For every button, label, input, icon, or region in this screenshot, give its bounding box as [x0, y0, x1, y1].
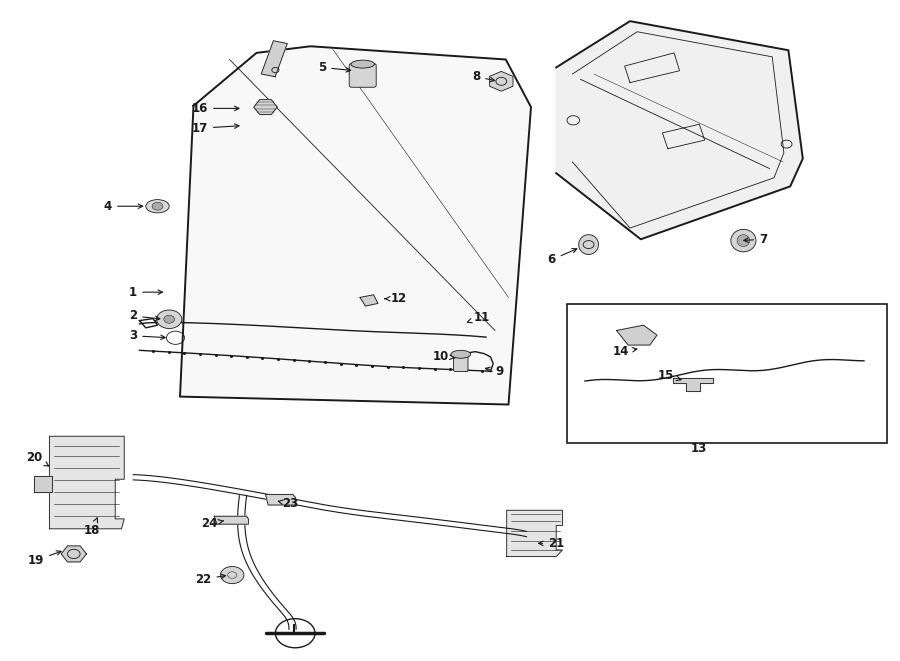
Ellipse shape [737, 235, 750, 247]
Ellipse shape [146, 200, 169, 213]
FancyBboxPatch shape [349, 63, 376, 87]
Text: 9: 9 [485, 365, 504, 378]
Text: 6: 6 [547, 249, 577, 266]
Circle shape [152, 202, 163, 210]
Text: 5: 5 [318, 61, 351, 74]
Polygon shape [673, 378, 713, 391]
FancyBboxPatch shape [454, 356, 468, 371]
Bar [567, 304, 886, 443]
Polygon shape [61, 546, 86, 562]
Circle shape [157, 310, 182, 329]
Polygon shape [360, 295, 378, 306]
Text: 4: 4 [104, 200, 143, 213]
Polygon shape [214, 516, 248, 524]
Text: 8: 8 [472, 70, 495, 83]
Text: 17: 17 [192, 122, 239, 135]
Text: 10: 10 [433, 350, 454, 363]
Ellipse shape [451, 350, 471, 358]
Text: 23: 23 [278, 497, 298, 510]
Ellipse shape [351, 60, 374, 68]
Text: 11: 11 [467, 311, 490, 324]
Polygon shape [616, 325, 657, 345]
Circle shape [164, 315, 175, 323]
Polygon shape [254, 100, 277, 114]
Polygon shape [261, 41, 287, 77]
Text: 3: 3 [129, 329, 166, 342]
Ellipse shape [731, 229, 756, 252]
Polygon shape [507, 510, 562, 557]
Polygon shape [556, 21, 803, 239]
Text: 20: 20 [26, 451, 49, 466]
Text: 2: 2 [129, 309, 160, 323]
Text: 19: 19 [28, 551, 61, 567]
Text: 7: 7 [743, 233, 768, 246]
Text: 12: 12 [385, 292, 407, 305]
Text: 18: 18 [84, 518, 100, 537]
Polygon shape [50, 436, 124, 529]
Polygon shape [266, 494, 295, 505]
Circle shape [220, 566, 244, 584]
Text: 21: 21 [538, 537, 564, 550]
Text: 1: 1 [129, 286, 163, 299]
Text: 24: 24 [202, 517, 223, 530]
Text: 22: 22 [195, 572, 226, 586]
Text: 14: 14 [613, 345, 637, 358]
Polygon shape [34, 476, 52, 492]
Ellipse shape [579, 235, 599, 254]
Text: 15: 15 [658, 369, 681, 382]
Text: 16: 16 [192, 102, 239, 115]
Polygon shape [180, 46, 531, 405]
Text: 13: 13 [691, 442, 707, 455]
